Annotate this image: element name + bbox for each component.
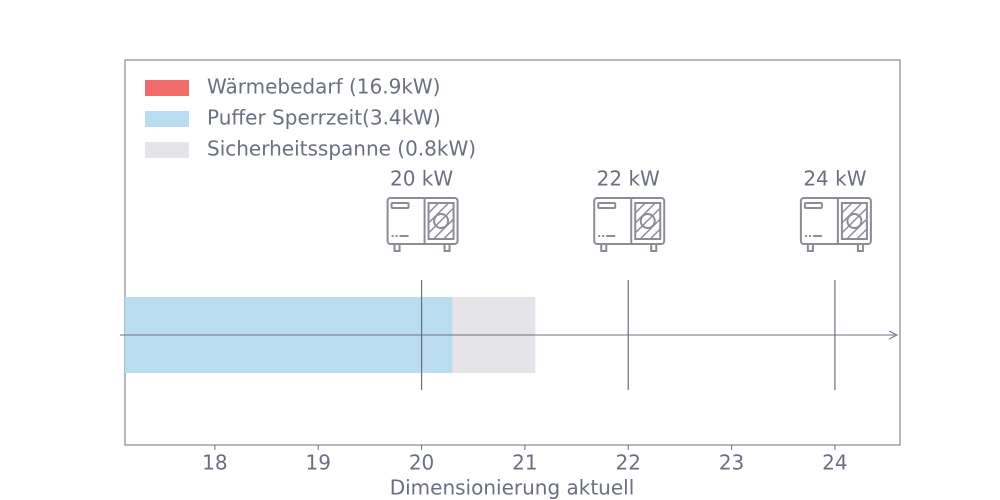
icon-fan: [639, 213, 656, 229]
icon-slot: [597, 202, 617, 209]
heat-pump-icon: [799, 197, 872, 252]
legend-swatch: [145, 80, 189, 96]
icon-hatch: [841, 202, 868, 240]
icon-feet: [600, 244, 658, 252]
marker-label: 22 kW: [597, 167, 660, 191]
x-tick-label: 18: [202, 451, 227, 475]
heat-pump-icon: [386, 197, 459, 252]
icon-fan: [846, 213, 863, 229]
icon-fan: [433, 213, 450, 229]
x-tick-label: 22: [616, 451, 641, 475]
heat-pump-icon: [593, 197, 666, 252]
plot-frame: [124, 59, 901, 446]
x-axis-label: Dimensionierung aktuell: [390, 476, 635, 500]
legend-swatch: [145, 142, 189, 158]
icon-hatch: [634, 202, 661, 240]
marker-label: 24 kW: [803, 167, 866, 191]
bar-segment: [0, 297, 101, 373]
icon-hatch: [428, 202, 455, 240]
icon-fan-box: [840, 202, 868, 240]
x-tick-label: 21: [512, 451, 537, 475]
icon-feet: [806, 244, 864, 252]
icon-body: [799, 197, 872, 245]
legend-swatch: [145, 111, 189, 127]
icon-feet: [393, 244, 451, 252]
icon-slot: [803, 202, 823, 209]
legend-label: Wärmebedarf (16.9kW): [207, 75, 440, 99]
legend-label: Sicherheitsspanne (0.8kW): [207, 137, 476, 161]
icon-body: [386, 197, 459, 245]
marker-label: 20 kW: [390, 167, 453, 191]
icon-fan-box: [634, 202, 662, 240]
x-tick-label: 19: [306, 451, 331, 475]
x-tick-label: 23: [719, 451, 744, 475]
x-tick-label: 20: [409, 451, 434, 475]
icon-slot: [390, 202, 410, 209]
legend-label: Puffer Sperrzeit(3.4kW): [207, 106, 441, 130]
icon-body: [593, 197, 666, 245]
icon-fan-box: [427, 202, 455, 240]
axis-arrow: [888, 330, 899, 340]
x-tick-label: 24: [822, 451, 847, 475]
